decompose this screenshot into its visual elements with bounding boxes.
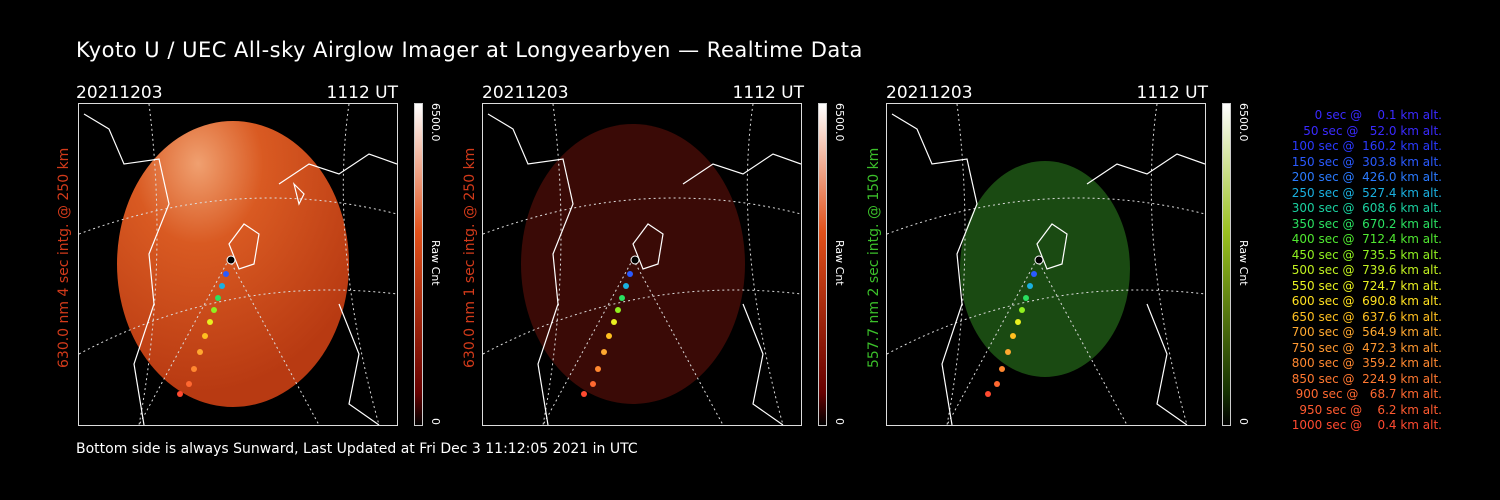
panel-3-time: 1112 UT xyxy=(1136,83,1209,103)
legend-row: 900 sec @ 68.7 km alt. xyxy=(1291,387,1442,401)
footer-note: Bottom side is always Sunward, Last Upda… xyxy=(76,441,638,457)
legend-row: 150 sec @ 303.8 km alt. xyxy=(1287,154,1442,169)
panel-2-time: 1112 UT xyxy=(732,83,805,103)
panel-1-cbar-max: 6500.0 xyxy=(429,103,442,142)
legend-row: 200 sec @ 426.0 km alt. xyxy=(1287,170,1442,184)
legend-row: 650 sec @ 637.6 km alt. xyxy=(1287,309,1442,324)
legend-row: 750 sec @ 472.3 km alt. xyxy=(1287,340,1442,355)
legend-row: 850 sec @ 224.9 km alt. xyxy=(1287,371,1442,386)
panel-3-cbar-max: 6500.0 xyxy=(1237,103,1250,142)
panel-1-colorbar xyxy=(414,103,423,426)
panel-1-cbar-unit: Raw Cnt xyxy=(429,240,442,286)
legend-row: 400 sec @ 712.4 km alt. xyxy=(1287,232,1442,246)
panel-2-colorbar xyxy=(818,103,827,426)
panel-3-image xyxy=(886,103,1206,426)
legend-row: 950 sec @ 6.2 km alt. xyxy=(1295,402,1442,417)
panel-3-date: 20211203 xyxy=(886,83,973,103)
panel-2-cbar-max: 6500.0 xyxy=(833,103,846,142)
legend-row: 550 sec @ 724.7 km alt. xyxy=(1287,278,1442,293)
panel-2-side-label: 630.0 nm 1 sec intg. @ 250 km xyxy=(462,147,478,368)
legend-row: 700 sec @ 564.9 km alt. xyxy=(1287,325,1442,339)
panel-2-image xyxy=(482,103,802,426)
trajectory-legend: 0 sec @ 0.1 km alt. 50 sec @ 52.0 km alt… xyxy=(1262,108,1442,434)
panel-1-image xyxy=(78,103,398,426)
panel-3-colorbar xyxy=(1222,103,1231,426)
panel-3-cbar-min: 0 xyxy=(1237,418,1250,425)
panel-3-side-label: 557.7 nm 2 sec intg. @ 150 km xyxy=(866,147,882,368)
legend-row: 50 sec @ 52.0 km alt. xyxy=(1295,123,1442,138)
panel-1-time: 1112 UT xyxy=(326,83,399,103)
airglow-disk xyxy=(960,161,1130,377)
trajectory-dots xyxy=(985,255,1044,397)
page-title: Kyoto U / UEC All-sky Airglow Imager at … xyxy=(76,38,863,62)
legend-row: 800 sec @ 359.2 km alt. xyxy=(1287,356,1442,370)
panel-2-date: 20211203 xyxy=(482,83,569,103)
panel-3-cbar-unit: Raw Cnt xyxy=(1237,240,1250,286)
panel-1-date: 20211203 xyxy=(76,83,163,103)
legend-row: 350 sec @ 670.2 km alt. xyxy=(1287,216,1442,231)
legend-row: 1000 sec @ 0.4 km alt. xyxy=(1291,418,1442,432)
panel-2-cbar-min: 0 xyxy=(833,418,846,425)
panel-1-side-label: 630.0 nm 4 sec intg. @ 250 km xyxy=(56,147,72,368)
legend-row: 300 sec @ 608.6 km alt. xyxy=(1287,201,1442,215)
legend-row: 600 sec @ 690.8 km alt. xyxy=(1287,294,1442,308)
panel-1-cbar-min: 0 xyxy=(429,418,442,425)
trajectory-dots xyxy=(177,255,236,397)
legend-row: 0 sec @ 0.1 km alt. xyxy=(1303,108,1442,122)
trajectory-dots xyxy=(581,255,640,397)
legend-row: 250 sec @ 527.4 km alt. xyxy=(1287,185,1442,200)
legend-row: 100 sec @ 160.2 km alt. xyxy=(1287,139,1442,153)
legend-row: 450 sec @ 735.5 km alt. xyxy=(1287,247,1442,262)
legend-row: 500 sec @ 739.6 km alt. xyxy=(1287,263,1442,277)
panel-2-cbar-unit: Raw Cnt xyxy=(833,240,846,286)
